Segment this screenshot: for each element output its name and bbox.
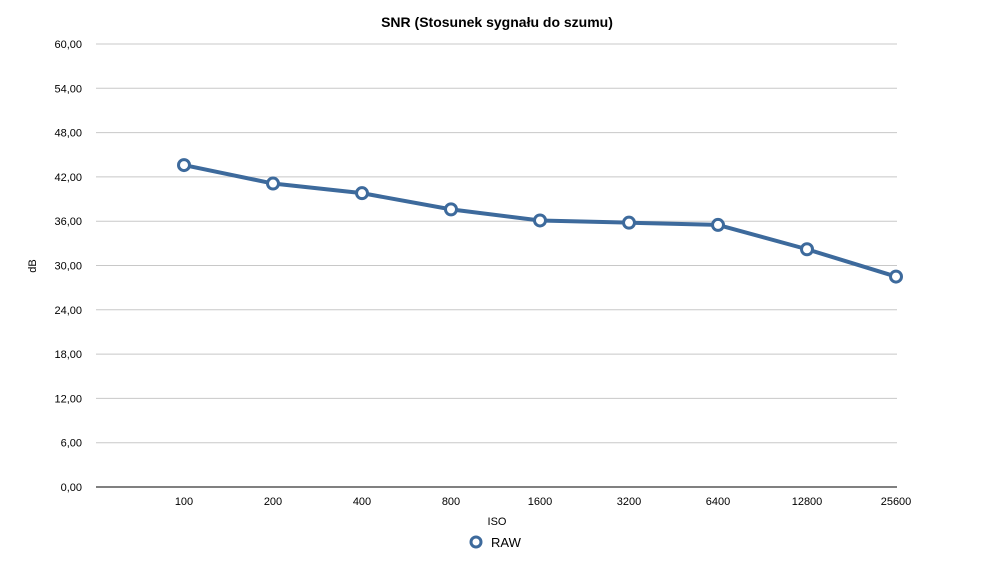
y-axis-label: dB (27, 259, 39, 272)
x-tick-label: 400 (353, 496, 371, 508)
x-tick-label: 1600 (528, 496, 552, 508)
x-tick-label: 3200 (617, 496, 641, 508)
x-tick-label: 12800 (792, 496, 823, 508)
y-tick-label: 0,00 (61, 482, 82, 494)
y-tick-label: 54,00 (54, 83, 82, 95)
x-tick-label: 800 (442, 496, 460, 508)
legend: RAW (469, 535, 522, 550)
y-tick-label: 36,00 (54, 216, 82, 228)
y-tick-label: 48,00 (54, 128, 82, 140)
gridlines (96, 43, 897, 444)
legend-label-raw: RAW (491, 535, 522, 550)
y-tick-label: 6,00 (61, 438, 82, 450)
data-point (622, 215, 636, 230)
y-tick-label: 60,00 (54, 39, 82, 51)
y-tick-label: 24,00 (54, 305, 82, 317)
data-point (177, 158, 191, 173)
data-point (711, 217, 725, 232)
x-tick-label: 6400 (706, 496, 730, 508)
data-point (889, 269, 903, 284)
y-axis-tick-labels: 0,00 6,00 12,00 18,00 24,00 30,00 36,00 42,00 48… (54, 39, 82, 494)
data-point (266, 176, 280, 191)
x-axis-label: ISO (488, 516, 507, 528)
x-axis-tick-labels: 100 200 400 800 1600 3200 6400 12800 25600 (175, 496, 911, 508)
series-raw (177, 158, 903, 284)
y-tick-label: 12,00 (54, 393, 82, 405)
x-tick-label: 200 (264, 496, 282, 508)
y-tick-label: 30,00 (54, 261, 82, 273)
data-point (355, 186, 369, 201)
y-tick-label: 42,00 (54, 172, 82, 184)
x-tick-label: 25600 (881, 496, 912, 508)
x-tick-label: 100 (175, 496, 193, 508)
y-tick-label: 18,00 (54, 349, 82, 361)
data-point (444, 202, 458, 217)
data-point (533, 213, 547, 228)
data-point (800, 242, 814, 257)
legend-marker-raw (469, 535, 483, 549)
chart-title: SNR (Stosunek sygnału do szumu) (381, 14, 613, 30)
